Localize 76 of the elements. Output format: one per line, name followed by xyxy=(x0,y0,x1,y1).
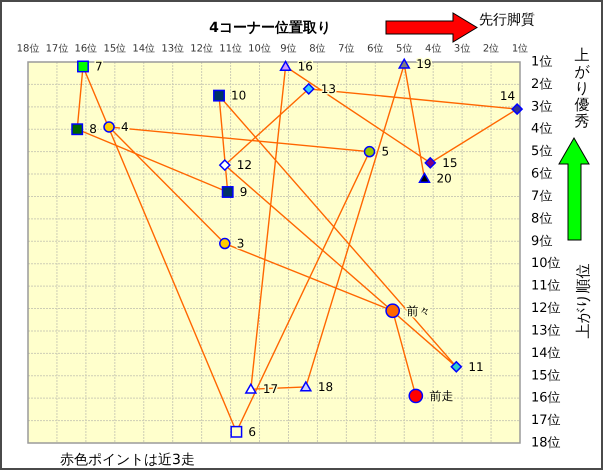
x-tick-label: 2位 xyxy=(482,42,500,54)
x-tick-label: 5位 xyxy=(396,42,412,54)
text: 先行脚質 xyxy=(479,12,535,28)
text: 上がり優秀 xyxy=(574,46,590,130)
x-tick-label: 18位 xyxy=(16,42,40,54)
annotation: 10 xyxy=(231,88,246,103)
text: 赤色ポイントは近3走 xyxy=(60,452,195,468)
point xyxy=(219,238,231,250)
point xyxy=(398,58,410,69)
annotation: 6 xyxy=(248,424,256,439)
x-tick-label: 14位 xyxy=(132,42,156,54)
y-tick-label: 18位 xyxy=(531,436,561,450)
point xyxy=(364,146,376,158)
y-tick-label: 17位 xyxy=(531,413,561,428)
y-tick-label: 16位 xyxy=(531,390,561,406)
y-tick-label: 7位 xyxy=(531,188,552,204)
x-tick-label: 15位 xyxy=(103,42,126,54)
point xyxy=(450,361,462,373)
point xyxy=(280,60,292,71)
y-tick-label: 2位 xyxy=(531,76,552,92)
annotation: 20 xyxy=(436,172,452,186)
y-tick-label: 3位 xyxy=(531,99,552,114)
point xyxy=(385,303,400,318)
x-tick-label: 16位 xyxy=(74,42,98,54)
y-tick-label: 14位 xyxy=(531,346,561,361)
y-axis-title: 上がり順位 xyxy=(574,264,592,338)
y-tick-label: 12位 xyxy=(531,301,561,316)
annotation: 15 xyxy=(442,156,458,170)
y-tick-label: 15位 xyxy=(531,368,561,384)
point xyxy=(302,83,314,95)
y-tick-label: 4位 xyxy=(531,122,552,137)
point xyxy=(222,186,234,198)
x-tick-label: 4位 xyxy=(424,42,442,54)
annotation: 3 xyxy=(236,236,244,251)
annotation: 9 xyxy=(240,184,248,199)
point xyxy=(71,123,84,136)
y-tick-label: 9位 xyxy=(531,234,552,249)
point xyxy=(511,103,523,115)
point xyxy=(424,157,436,169)
annotation: 前走 xyxy=(429,388,454,403)
x-tick-label: 6位 xyxy=(367,42,384,54)
annotation: 7 xyxy=(94,59,103,74)
annotation: 14 xyxy=(500,89,516,104)
x-tick-label: 7位 xyxy=(338,42,355,54)
y-tick-label: 13位 xyxy=(531,323,561,338)
x-tick-label: 11位 xyxy=(219,42,242,54)
y-tick-label: 1位 xyxy=(531,54,552,70)
annotation: 前々 xyxy=(406,304,430,318)
annotation: 19 xyxy=(416,57,432,72)
x-tick-label: 10位 xyxy=(248,42,271,54)
annotation: 11 xyxy=(468,360,484,374)
point xyxy=(408,388,424,404)
point xyxy=(213,90,225,102)
annotation: 12 xyxy=(236,158,252,172)
x-tick-label: 13位 xyxy=(161,42,184,54)
x-tick-label: 12位 xyxy=(190,42,214,54)
x-tick-label: 17位 xyxy=(46,42,68,54)
annotation: 8 xyxy=(89,122,97,136)
x-tick-label: 9位 xyxy=(280,42,297,54)
annotation: 16 xyxy=(298,59,313,74)
point xyxy=(300,381,312,392)
y-tick-label: 6位 xyxy=(531,166,552,182)
point xyxy=(77,60,89,72)
annotation: 5 xyxy=(382,144,390,159)
y-tick-label: 8位 xyxy=(531,211,552,226)
x-tick-label: 3位 xyxy=(454,42,470,54)
y-tick-label: 11位 xyxy=(531,278,561,294)
x-tick-label: 1位 xyxy=(512,42,528,54)
y-tick-label: 10位 xyxy=(531,256,561,272)
chart-title: 4コーナー位置取り xyxy=(209,20,331,36)
point xyxy=(103,121,115,133)
point xyxy=(418,172,430,184)
annotation: 18 xyxy=(318,380,334,394)
x-tick-label: 8位 xyxy=(309,42,326,54)
point xyxy=(230,426,242,438)
y-tick-label: 5位 xyxy=(531,144,552,160)
